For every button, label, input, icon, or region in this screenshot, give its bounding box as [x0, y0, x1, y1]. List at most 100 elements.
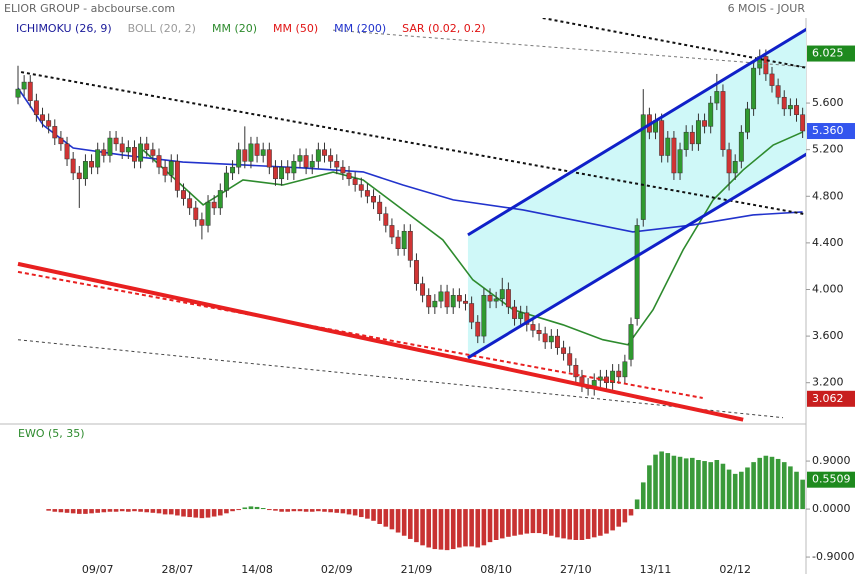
bar	[175, 509, 180, 516]
bar	[573, 509, 579, 540]
candle-body	[475, 321, 481, 337]
candle-body	[291, 161, 297, 174]
candle-body	[444, 291, 450, 308]
bar	[420, 509, 425, 546]
candle-body	[33, 100, 39, 115]
candle-body	[493, 298, 499, 302]
candle-body	[358, 184, 364, 191]
bar	[389, 509, 395, 530]
candle-body	[395, 236, 401, 249]
bar	[230, 509, 235, 512]
candle-body	[223, 172, 229, 191]
bar	[616, 509, 622, 527]
candle-body	[450, 295, 456, 308]
bar	[352, 509, 358, 516]
bar	[481, 509, 487, 546]
bar	[113, 509, 119, 512]
bar	[107, 509, 113, 512]
candle-body	[230, 166, 236, 174]
candle-body	[138, 143, 144, 162]
bar	[757, 457, 763, 510]
candle-body	[456, 295, 462, 302]
bar	[224, 509, 229, 514]
bar	[334, 509, 340, 513]
candle-body	[273, 166, 278, 180]
x-tick-label: 13/11	[640, 563, 672, 576]
candle-body	[364, 190, 370, 197]
candle-body	[174, 161, 180, 191]
bar	[77, 509, 82, 514]
bar	[414, 509, 419, 543]
bar	[70, 509, 76, 514]
candle-body	[487, 295, 493, 302]
candle-body	[610, 370, 616, 383]
bar	[506, 509, 511, 537]
candle-body	[634, 225, 640, 319]
candle-body	[726, 149, 732, 174]
candle-body	[787, 105, 793, 110]
bar	[775, 458, 781, 510]
legend-entry: MM (200)	[334, 22, 386, 35]
bar	[156, 509, 162, 514]
x-tick-label: 14/08	[241, 563, 273, 576]
bar	[640, 482, 646, 510]
candle-body	[389, 225, 395, 238]
bar	[322, 509, 327, 512]
y-tick-label: 5.600	[812, 96, 844, 109]
candle-body	[732, 161, 738, 174]
bar	[181, 509, 186, 517]
bar	[291, 509, 297, 512]
candle-body	[40, 114, 45, 121]
bar	[248, 506, 254, 510]
candle-body	[52, 126, 58, 139]
candle-body	[334, 161, 340, 168]
candle-body	[125, 147, 131, 153]
y-tick-label: 0.0000	[812, 502, 851, 515]
x-tick-label: 02/09	[321, 563, 353, 576]
bar	[52, 509, 58, 512]
candle-body	[352, 178, 358, 185]
x-tick-label: 09/07	[82, 563, 114, 576]
bar	[463, 509, 468, 547]
candle-body	[738, 131, 744, 162]
bar	[769, 456, 775, 510]
bar	[524, 509, 530, 534]
candle-body	[27, 81, 33, 101]
candle-body	[524, 312, 530, 325]
candle-body	[156, 155, 162, 168]
candle-body	[512, 306, 517, 319]
candle-body	[119, 143, 125, 153]
y-tick-label: 4.800	[812, 189, 844, 202]
bar	[561, 509, 566, 539]
candle-body	[217, 190, 223, 209]
candle-body	[554, 335, 560, 349]
candle-body	[640, 114, 646, 220]
bar	[273, 509, 278, 511]
candle-body	[193, 207, 199, 220]
candle-body	[187, 198, 193, 209]
bar	[702, 461, 707, 510]
candle-body	[383, 213, 389, 226]
bar	[89, 509, 94, 514]
price-label: 3.062	[812, 392, 844, 405]
candle-body	[15, 88, 21, 98]
candle-body	[414, 260, 419, 284]
bar	[487, 509, 493, 543]
bar	[408, 509, 413, 539]
trendline	[20, 71, 804, 215]
bar	[555, 509, 560, 538]
candle-body	[346, 172, 352, 180]
candle-body	[199, 219, 205, 226]
bar	[536, 509, 542, 534]
candle-body	[420, 283, 426, 296]
candle-body	[132, 147, 137, 162]
trendline	[467, 27, 806, 237]
candle-body	[76, 172, 82, 180]
bar	[530, 509, 536, 534]
bar	[211, 509, 217, 517]
bar	[64, 509, 70, 513]
bar	[671, 455, 677, 510]
candle-body	[70, 158, 76, 174]
candle-body	[622, 361, 628, 378]
